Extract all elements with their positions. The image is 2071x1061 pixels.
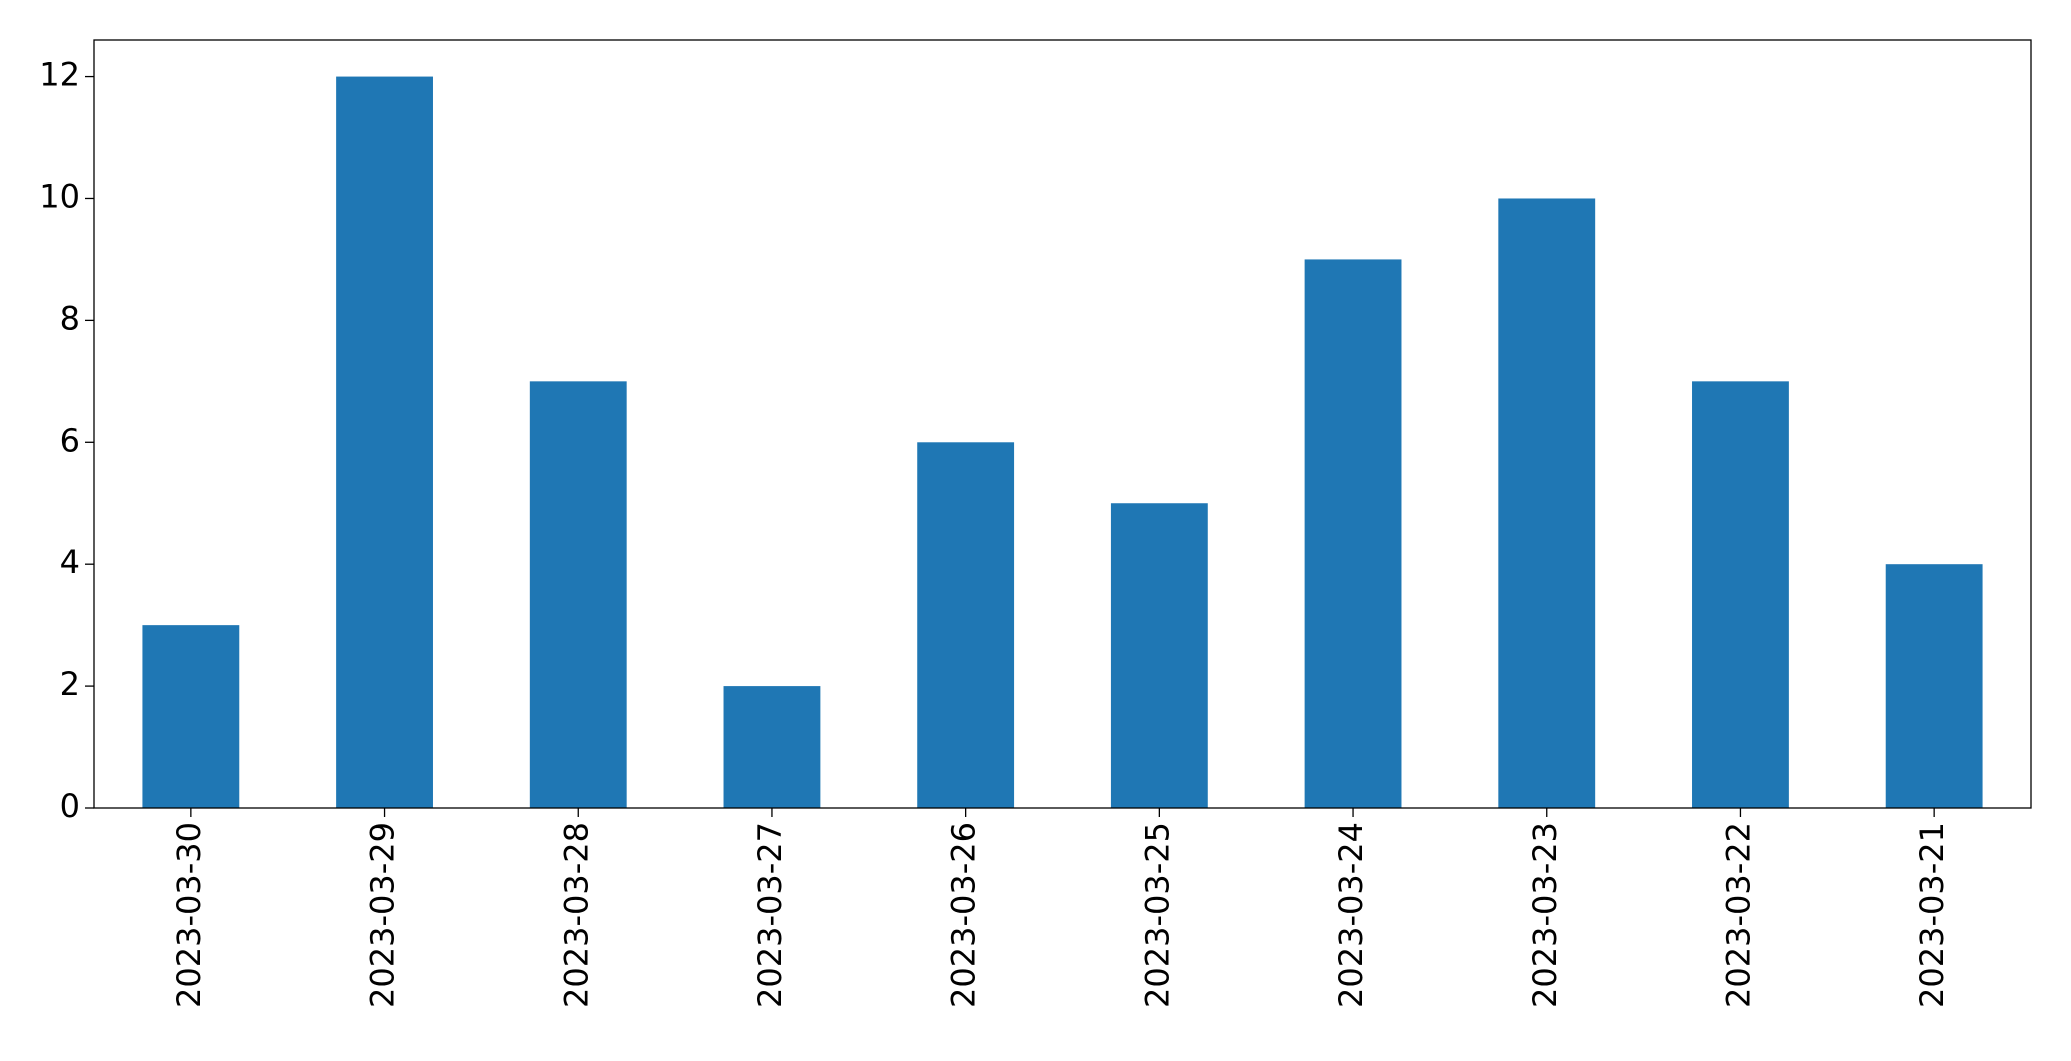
bar — [1692, 381, 1789, 808]
bar — [336, 76, 433, 809]
bar — [1498, 198, 1596, 808]
y-tick-label: 10 — [39, 177, 80, 215]
y-tick-label: 8 — [60, 299, 80, 337]
x-tick-label: 2023-03-24 — [1332, 822, 1370, 1008]
x-tick-label: 2023-03-30 — [170, 822, 208, 1008]
bar — [529, 381, 627, 808]
y-tick-label: 4 — [60, 543, 80, 581]
x-tick-label: 2023-03-26 — [945, 822, 983, 1008]
y-tick-label: 0 — [60, 787, 80, 825]
x-tick-label: 2023-03-22 — [1719, 822, 1757, 1008]
bar — [917, 442, 1015, 808]
x-tick-label: 2023-03-23 — [1526, 822, 1564, 1008]
x-tick-label: 2023-03-28 — [557, 822, 595, 1008]
x-tick-label: 2023-03-25 — [1138, 822, 1176, 1008]
bar — [723, 686, 821, 808]
plot-frame — [93, 39, 2032, 809]
bar — [1304, 259, 1402, 808]
y-tick-label: 2 — [60, 665, 80, 703]
x-tick-label: 2023-03-21 — [1913, 822, 1951, 1008]
x-tick-label: 2023-03-29 — [364, 822, 402, 1008]
y-tick-label: 6 — [60, 421, 80, 459]
y-tick-label: 12 — [39, 56, 80, 94]
bar — [1885, 564, 1983, 808]
x-tick-label: 2023-03-27 — [751, 822, 789, 1008]
bar — [142, 625, 240, 808]
bar — [1110, 503, 1208, 808]
